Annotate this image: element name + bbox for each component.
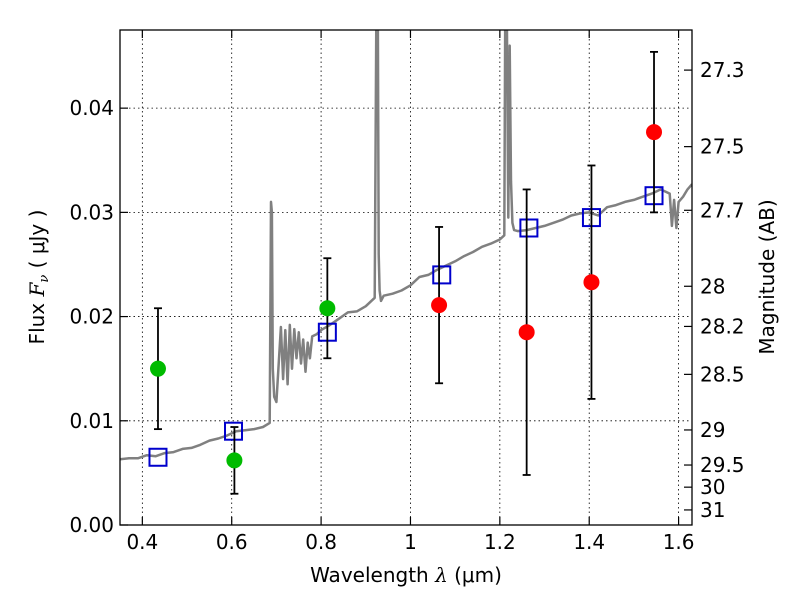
x-tick-label: 1.4 — [573, 530, 605, 554]
y-axis-label-text: Flux — [25, 297, 49, 345]
sed-layer — [120, 30, 692, 461]
nir-detection-point — [583, 274, 600, 291]
y-tick-label: 0.03 — [69, 200, 114, 224]
x-tick-label: 1.2 — [484, 530, 516, 554]
magnitude-tick-label: 27.5 — [700, 135, 745, 159]
y-tick-label: 0.04 — [69, 96, 114, 120]
y-tick-label: 0.02 — [69, 305, 114, 329]
y-tick-label: 0.00 — [69, 513, 114, 537]
x-tick-label: 1.6 — [663, 530, 695, 554]
magnitude-tick-label: 27.3 — [700, 58, 745, 82]
x-axis-label: Wavelength λ (μm) — [310, 563, 502, 587]
y-axis-label: Flux Fν ( μJy ) — [25, 210, 52, 345]
model-photometry-square — [148, 447, 168, 467]
magnitude-tick-label: 31 — [700, 498, 725, 522]
nir-detection-point — [431, 297, 448, 314]
magnitude-tick-label: 28 — [700, 274, 725, 298]
sed-model-line — [120, 30, 692, 461]
secondary-y-axis-label: Magnitude (AB) — [755, 199, 779, 354]
magnitude-tick-label: 28.5 — [700, 362, 745, 386]
x-tick-label: 1 — [404, 530, 417, 554]
x-axis-label-text: Wavelength — [310, 563, 435, 587]
y-axis-label-subscript: ν — [37, 275, 52, 283]
magnitude-tick-label: 29 — [700, 418, 725, 442]
model-photometry-square — [432, 265, 452, 285]
y-tick-label: 0.01 — [69, 409, 114, 433]
optical-detection-point — [149, 360, 166, 377]
magnitude-tick-label: 30 — [700, 475, 725, 499]
data-points — [148, 50, 664, 495]
ticks: 0.4 0.6 0.8 1 1.2 1.4 1.6 0.00 0.01 0.02 0.03 0.04 2… — [69, 30, 745, 554]
y-axis-label-unit: ( μJy ) — [25, 210, 49, 275]
optical-detection-point — [319, 300, 336, 317]
nir-detection-point — [646, 124, 663, 141]
y-axis-label-symbol: F — [25, 282, 49, 298]
magnitude-tick-label: 27.7 — [700, 198, 745, 222]
nir-detection-point — [518, 324, 535, 341]
x-tick-label: 0.6 — [216, 530, 248, 554]
model-photometry-square — [519, 218, 539, 238]
plot-frame — [119, 29, 693, 526]
optical-detection-point — [226, 452, 243, 469]
x-axis-label-symbol: λ — [434, 563, 448, 587]
x-axis-label-unit: (μm) — [448, 563, 502, 587]
x-tick-label: 0.4 — [126, 530, 158, 554]
magnitude-tick-label: 28.2 — [700, 314, 745, 338]
magnitude-tick-label: 29.5 — [700, 453, 745, 477]
x-tick-label: 0.8 — [305, 530, 337, 554]
